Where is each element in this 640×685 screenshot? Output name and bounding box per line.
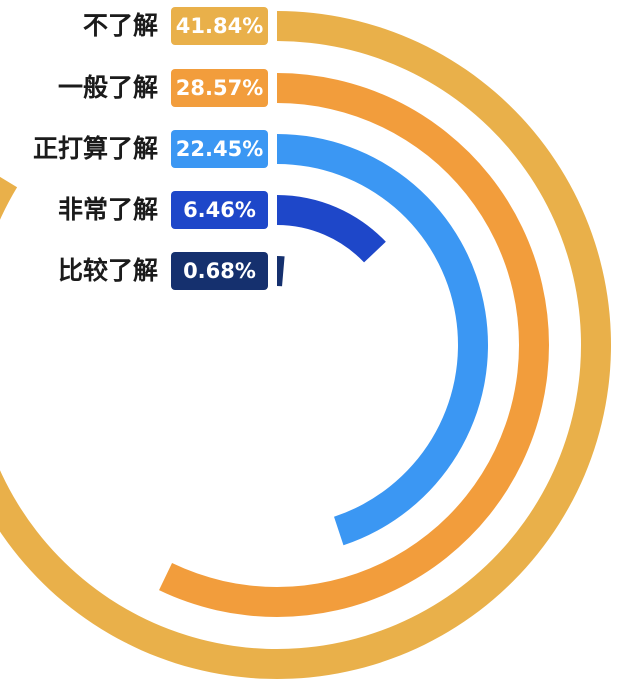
category-label-series-3: 非常了解 bbox=[58, 195, 158, 224]
value-label-series-3: 6.46% bbox=[183, 198, 256, 222]
value-badge-series-2 bbox=[171, 130, 268, 168]
category-label-series-4: 比较了解 bbox=[58, 256, 158, 285]
category-label-series-1: 一般了解 bbox=[58, 73, 158, 102]
value-label-series-4: 0.68% bbox=[183, 259, 256, 283]
category-label-series-0: 不了解 bbox=[83, 11, 158, 40]
value-label-series-1: 28.57% bbox=[176, 76, 263, 100]
arc-series-3 bbox=[277, 195, 386, 263]
labels-layer: 41.84% 不了解 28.57% 一般了解 22.45% 正打算了解 6.46% 非常了解 0… bbox=[33, 7, 268, 290]
value-label-series-0: 41.84% bbox=[176, 14, 263, 38]
value-badge-series-0 bbox=[171, 7, 268, 45]
arcs-layer bbox=[0, 11, 611, 679]
value-badge-series-3 bbox=[171, 191, 268, 229]
value-badge-series-4 bbox=[171, 252, 268, 290]
category-label-series-2: 正打算了解 bbox=[33, 134, 158, 163]
value-badge-series-1 bbox=[171, 69, 268, 107]
arc-series-4 bbox=[277, 256, 285, 287]
arc-series-2 bbox=[277, 134, 488, 546]
value-label-series-2: 22.45% bbox=[176, 137, 263, 161]
